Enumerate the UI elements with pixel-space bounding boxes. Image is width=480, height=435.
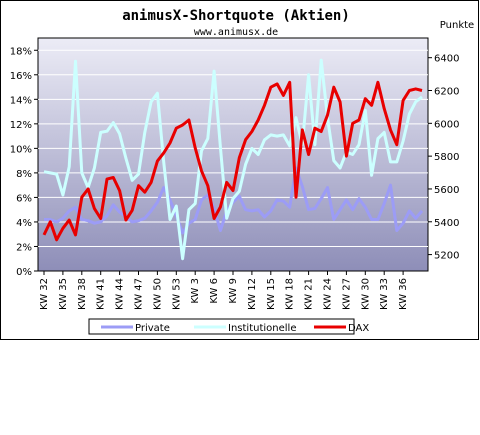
legend-label-dax: DAX bbox=[348, 323, 369, 334]
x-tick-label: KW 15 bbox=[266, 278, 277, 310]
series-line-dax bbox=[42, 80, 423, 242]
left-tick-label: 6% bbox=[16, 193, 32, 204]
x-tick-label: KW 6 bbox=[209, 278, 220, 304]
right-tick-label: 5800 bbox=[434, 152, 459, 163]
right-tick-label: 5600 bbox=[434, 185, 459, 196]
chart-title: animusX-Shortquote (Aktien) bbox=[122, 8, 350, 24]
x-tick-label: KW 50 bbox=[152, 278, 163, 310]
series-line-institutionelle bbox=[43, 58, 423, 261]
x-tick-label: KW 33 bbox=[379, 278, 390, 310]
left-axis: 0% 2% 4% 6% 8% 10% 12% 14% 16% 18% bbox=[10, 46, 38, 278]
left-tick-label: 18% bbox=[10, 46, 32, 57]
x-tick-label: KW 38 bbox=[77, 278, 88, 310]
right-axis-label: Punkte bbox=[440, 20, 474, 31]
series-lines bbox=[42, 58, 424, 261]
left-tick-label: 4% bbox=[16, 218, 32, 229]
left-tick-label: 14% bbox=[10, 95, 32, 106]
left-tick-label: 8% bbox=[16, 169, 32, 180]
chart-subtitle: www.animusx.de bbox=[194, 27, 278, 38]
chart: animusX-Shortquote (Aktien) www.animusx.… bbox=[10, 8, 474, 335]
right-tick-label: 6200 bbox=[434, 87, 459, 98]
x-tick-label: KW 3 bbox=[190, 278, 201, 304]
left-tick-label: 10% bbox=[10, 144, 32, 155]
x-tick-label: KW 9 bbox=[228, 278, 239, 304]
right-tick-label: 6000 bbox=[434, 119, 459, 130]
x-tick-label: KW 27 bbox=[341, 278, 352, 310]
x-tick-label: KW 21 bbox=[304, 278, 315, 310]
left-tick-label: 12% bbox=[10, 120, 32, 131]
x-tick-label: KW 36 bbox=[398, 278, 409, 310]
x-tick-label: KW 41 bbox=[96, 278, 107, 310]
x-tick-label: KW 24 bbox=[323, 278, 334, 310]
left-tick-label: 16% bbox=[10, 71, 32, 82]
x-tick-label: KW 32 bbox=[39, 278, 50, 310]
right-axis: 5200 5400 5600 5800 6000 6200 6400 bbox=[428, 54, 459, 262]
x-tick-label: KW 53 bbox=[171, 278, 182, 310]
x-tick-label: KW 18 bbox=[285, 278, 296, 310]
x-tick-label: KW 35 bbox=[58, 278, 69, 310]
chart-frame: animusX-Shortquote (Aktien) www.animusx.… bbox=[0, 0, 479, 340]
legend: Private Institutionelle DAX bbox=[88, 318, 369, 335]
right-tick-label: 6400 bbox=[434, 54, 459, 65]
x-tick-label: KW 30 bbox=[360, 278, 371, 310]
x-tick-label: KW 12 bbox=[247, 278, 258, 310]
left-tick-label: 0% bbox=[16, 267, 32, 278]
legend-label-institutionelle: Institutionelle bbox=[228, 323, 296, 334]
plot-area bbox=[37, 37, 429, 272]
right-tick-label: 5400 bbox=[434, 218, 459, 229]
x-tick-label: KW 47 bbox=[134, 278, 145, 310]
legend-label-private: Private bbox=[135, 323, 170, 334]
x-axis: KW 32 KW 35 KW 38 KW 41 KW 44 KW 47 KW 50 KW 53… bbox=[39, 271, 409, 310]
left-tick-label: 2% bbox=[16, 242, 32, 253]
right-tick-label: 5200 bbox=[434, 251, 459, 262]
x-tick-label: KW 44 bbox=[115, 278, 126, 310]
